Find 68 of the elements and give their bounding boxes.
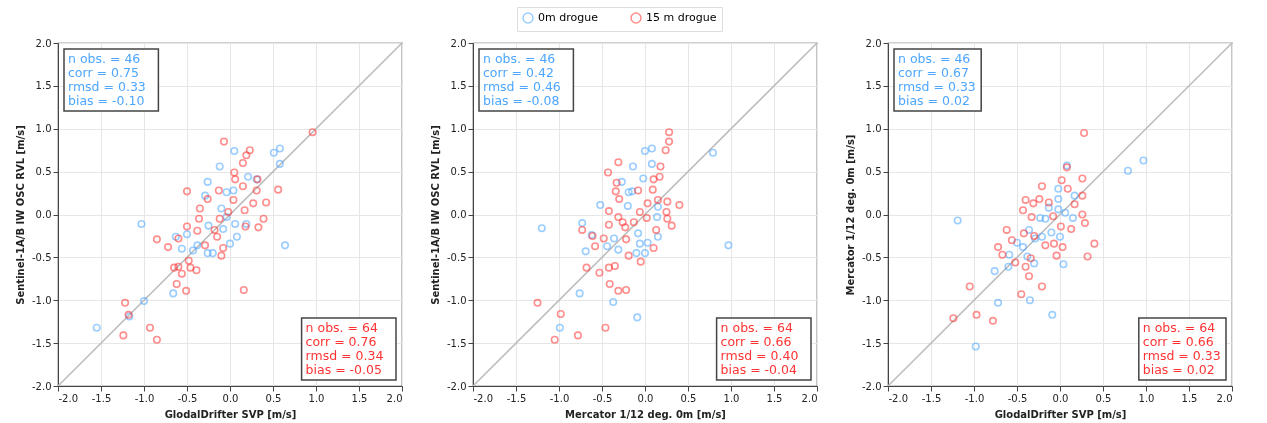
y-tick-label: -1.0 <box>861 294 882 306</box>
x-tick-label: 1.5 <box>1181 392 1198 404</box>
y-tick-label: 2.0 <box>865 37 882 49</box>
annotation: n obs. = 64 corr = 0.76 rmsd = 0.34 bias = -0.05 <box>305 320 384 377</box>
y-tick-label: 2.0 <box>450 37 467 49</box>
x-tick-label: 0.5 <box>680 392 697 404</box>
legend-label: 15 m drogue <box>646 11 717 24</box>
x-tick-label: 0.0 <box>222 392 239 404</box>
x-tick-label: -2.0 <box>58 392 79 404</box>
y-tick-label: -1.0 <box>446 294 467 306</box>
y-tick-label: 0.5 <box>35 166 52 178</box>
x-tick-label: -0.5 <box>177 392 198 404</box>
x-tick-label: -1.5 <box>506 392 527 404</box>
annotation: n obs. = 46 corr = 0.42 rmsd = 0.46 bias = -0.08 <box>483 51 561 108</box>
x-tick-label: 0.0 <box>1052 392 1069 404</box>
annotation: n obs. = 64 corr = 0.66 rmsd = 0.33 bias = 0.02 <box>1142 320 1221 377</box>
x-tick-label: 1.0 <box>1138 392 1155 404</box>
y-tick-label: 1.0 <box>865 123 882 135</box>
y-tick-label: 0.5 <box>865 166 882 178</box>
x-tick-label: -2.0 <box>473 392 494 404</box>
annotation: n obs. = 46 corr = 0.67 rmsd = 0.33 bias = 0.02 <box>898 51 976 108</box>
y-tick-label: 1.0 <box>35 123 52 135</box>
y-tick-label: -0.5 <box>31 251 52 263</box>
y-tick-label: -0.5 <box>861 251 882 263</box>
x-tick-label: -0.5 <box>1007 392 1028 404</box>
x-tick-label: 0.0 <box>637 392 654 404</box>
y-tick-label: -2.0 <box>31 380 52 392</box>
y-tick-label: 0.0 <box>35 209 52 220</box>
y-tick-label: 1.0 <box>450 123 467 135</box>
y-tick-label: 1.5 <box>865 80 882 92</box>
x-axis-title: Mercator 1/12 deg. 0m [m/s] <box>565 408 726 420</box>
y-axis-title: Sentinel-1A/B IW OSC RVL [m/s] <box>14 125 26 305</box>
x-tick-label: 1.0 <box>308 392 325 404</box>
y-tick-label: 0.0 <box>865 209 882 220</box>
x-tick-label: -2.0 <box>888 392 909 404</box>
y-tick-label: 1.5 <box>35 80 52 92</box>
x-tick-label: 1.5 <box>351 392 368 404</box>
x-tick-label: -1.0 <box>549 392 570 404</box>
x-tick-label: -1.5 <box>91 392 112 404</box>
y-tick-label: -1.5 <box>861 337 882 349</box>
legend-label: 0m drogue <box>538 11 599 24</box>
annotation: n obs. = 46 corr = 0.75 rmsd = 0.33 bias = -0.10 <box>68 51 146 108</box>
y-tick-label: 0.0 <box>450 209 467 220</box>
y-tick-label: -2.0 <box>861 380 882 392</box>
x-tick-label: 2.0 <box>801 392 818 404</box>
x-axis-title: GlodalDrifter SVP [m/s] <box>994 408 1127 420</box>
annotation: n obs. = 64 corr = 0.66 rmsd = 0.40 bias = -0.04 <box>720 320 799 377</box>
x-tick-label: -1.0 <box>134 392 155 404</box>
y-axis-title: Sentinel-1A/B IW OSC RVL [m/s] <box>429 125 441 305</box>
x-tick-label: 0.5 <box>265 392 282 404</box>
x-tick-label: -1.5 <box>921 392 942 404</box>
y-tick-label: -0.5 <box>446 251 467 263</box>
y-tick-label: -1.5 <box>446 337 467 349</box>
y-tick-label: 2.0 <box>35 37 52 49</box>
x-tick-label: -0.5 <box>592 392 613 404</box>
y-tick-label: 0.5 <box>450 166 467 178</box>
y-tick-label: 1.5 <box>450 80 467 92</box>
y-tick-label: -1.0 <box>31 294 52 306</box>
x-tick-label: 1.0 <box>723 392 740 404</box>
y-axis-title: Mercator 1/12 deg. 0m [m/s] <box>844 134 856 296</box>
y-tick-label: -1.5 <box>31 337 52 349</box>
y-tick-label: -2.0 <box>446 380 467 392</box>
x-tick-label: 2.0 <box>1216 392 1233 404</box>
x-tick-label: 1.5 <box>766 392 783 404</box>
x-axis-title: GlodalDrifter SVP [m/s] <box>164 408 297 420</box>
x-tick-label: 0.5 <box>1095 392 1112 404</box>
x-tick-label: -1.0 <box>964 392 985 404</box>
x-tick-label: 2.0 <box>386 392 403 404</box>
